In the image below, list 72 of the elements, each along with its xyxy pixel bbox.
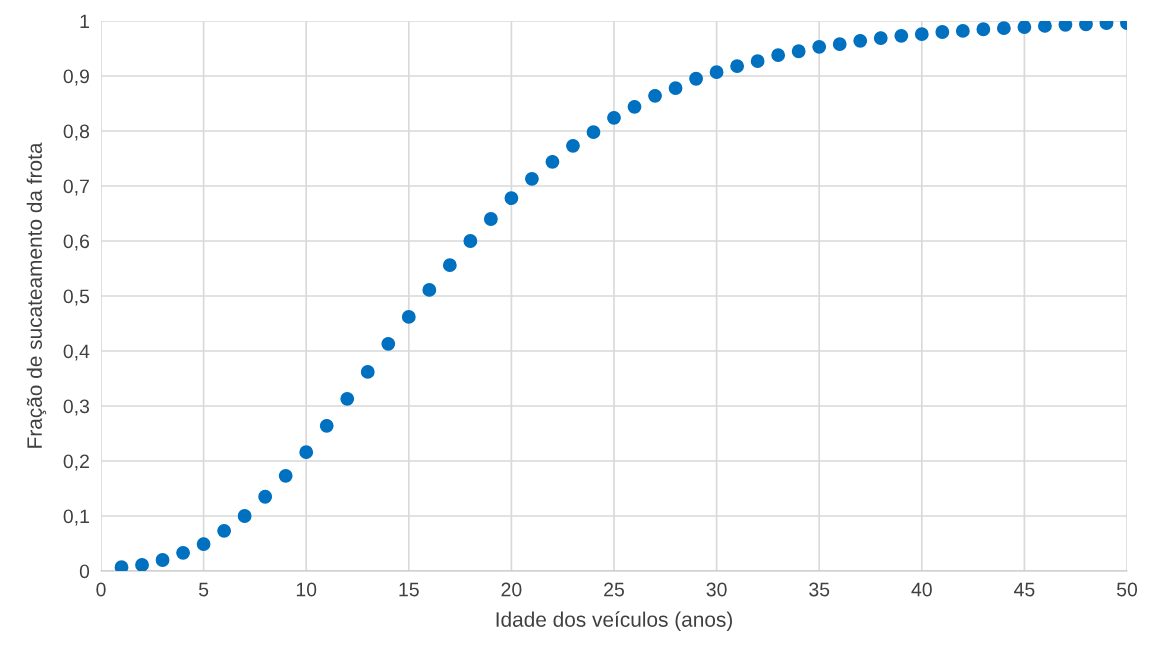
point xyxy=(955,23,970,38)
y-tick-label: 0 xyxy=(79,564,90,579)
point xyxy=(525,171,539,186)
point xyxy=(176,545,190,560)
point xyxy=(709,65,724,80)
point xyxy=(442,258,457,273)
point xyxy=(237,509,252,523)
x-tick-label: 5 xyxy=(198,582,209,597)
point xyxy=(381,336,396,351)
point xyxy=(996,21,1011,36)
y-tick-label: 0,1 xyxy=(63,509,89,526)
point xyxy=(832,37,847,52)
point xyxy=(422,283,437,297)
point xyxy=(914,27,929,42)
point xyxy=(873,31,888,45)
y-tick-label: 0,5 xyxy=(63,289,90,306)
point xyxy=(566,138,580,153)
x-axis-title: Idade dos veículos (anos) xyxy=(496,611,732,631)
x-tick-label: 35 xyxy=(809,582,830,597)
point xyxy=(463,234,478,248)
point xyxy=(319,418,334,433)
point xyxy=(135,558,149,571)
point xyxy=(545,154,560,169)
point xyxy=(627,99,642,114)
point xyxy=(771,48,786,63)
point xyxy=(689,71,703,86)
y-tick-label: 0,9 xyxy=(63,69,89,86)
x-tick-label: 20 xyxy=(501,582,522,597)
point xyxy=(1058,21,1073,32)
point xyxy=(483,212,498,226)
x-tick-label: 10 xyxy=(296,582,317,597)
x-tick-label: 45 xyxy=(1014,582,1035,597)
point xyxy=(586,125,601,140)
point xyxy=(360,364,375,379)
point xyxy=(935,25,950,39)
y-tick-label: 0,8 xyxy=(63,124,90,141)
y-tick-label: 0,4 xyxy=(63,344,90,361)
point xyxy=(853,33,868,48)
point xyxy=(750,54,765,69)
x-tick-label: 15 xyxy=(399,582,419,597)
y-tick-label: 1 xyxy=(80,14,89,29)
y-tick-label: 0,6 xyxy=(63,234,90,251)
point xyxy=(217,523,232,538)
point xyxy=(648,88,662,103)
point xyxy=(1038,21,1052,33)
point xyxy=(976,22,991,37)
x-tick-label: 40 xyxy=(911,582,932,597)
point xyxy=(1079,21,1093,32)
point xyxy=(258,489,273,504)
point xyxy=(155,553,170,567)
point xyxy=(607,110,621,125)
point xyxy=(812,39,827,54)
point xyxy=(730,59,745,74)
y-tick-label: 0,2 xyxy=(63,454,89,471)
point xyxy=(894,28,909,43)
point xyxy=(1017,21,1032,34)
y-axis-title: Fração de sucateamento da frota xyxy=(26,142,47,448)
point xyxy=(791,44,806,59)
point xyxy=(196,537,211,551)
point xyxy=(668,81,683,96)
y-tick-label: 0,3 xyxy=(63,399,90,416)
point xyxy=(340,391,355,406)
x-tick-label: 50 xyxy=(1116,582,1138,597)
x-tick-label: 25 xyxy=(604,582,624,597)
point xyxy=(504,191,519,206)
point xyxy=(299,445,314,460)
point xyxy=(114,560,129,571)
y-tick-label: 0,7 xyxy=(63,179,89,196)
x-tick-label: 0 xyxy=(96,582,106,597)
point xyxy=(401,309,416,324)
point xyxy=(278,468,293,483)
x-tick-label: 30 xyxy=(706,582,727,597)
